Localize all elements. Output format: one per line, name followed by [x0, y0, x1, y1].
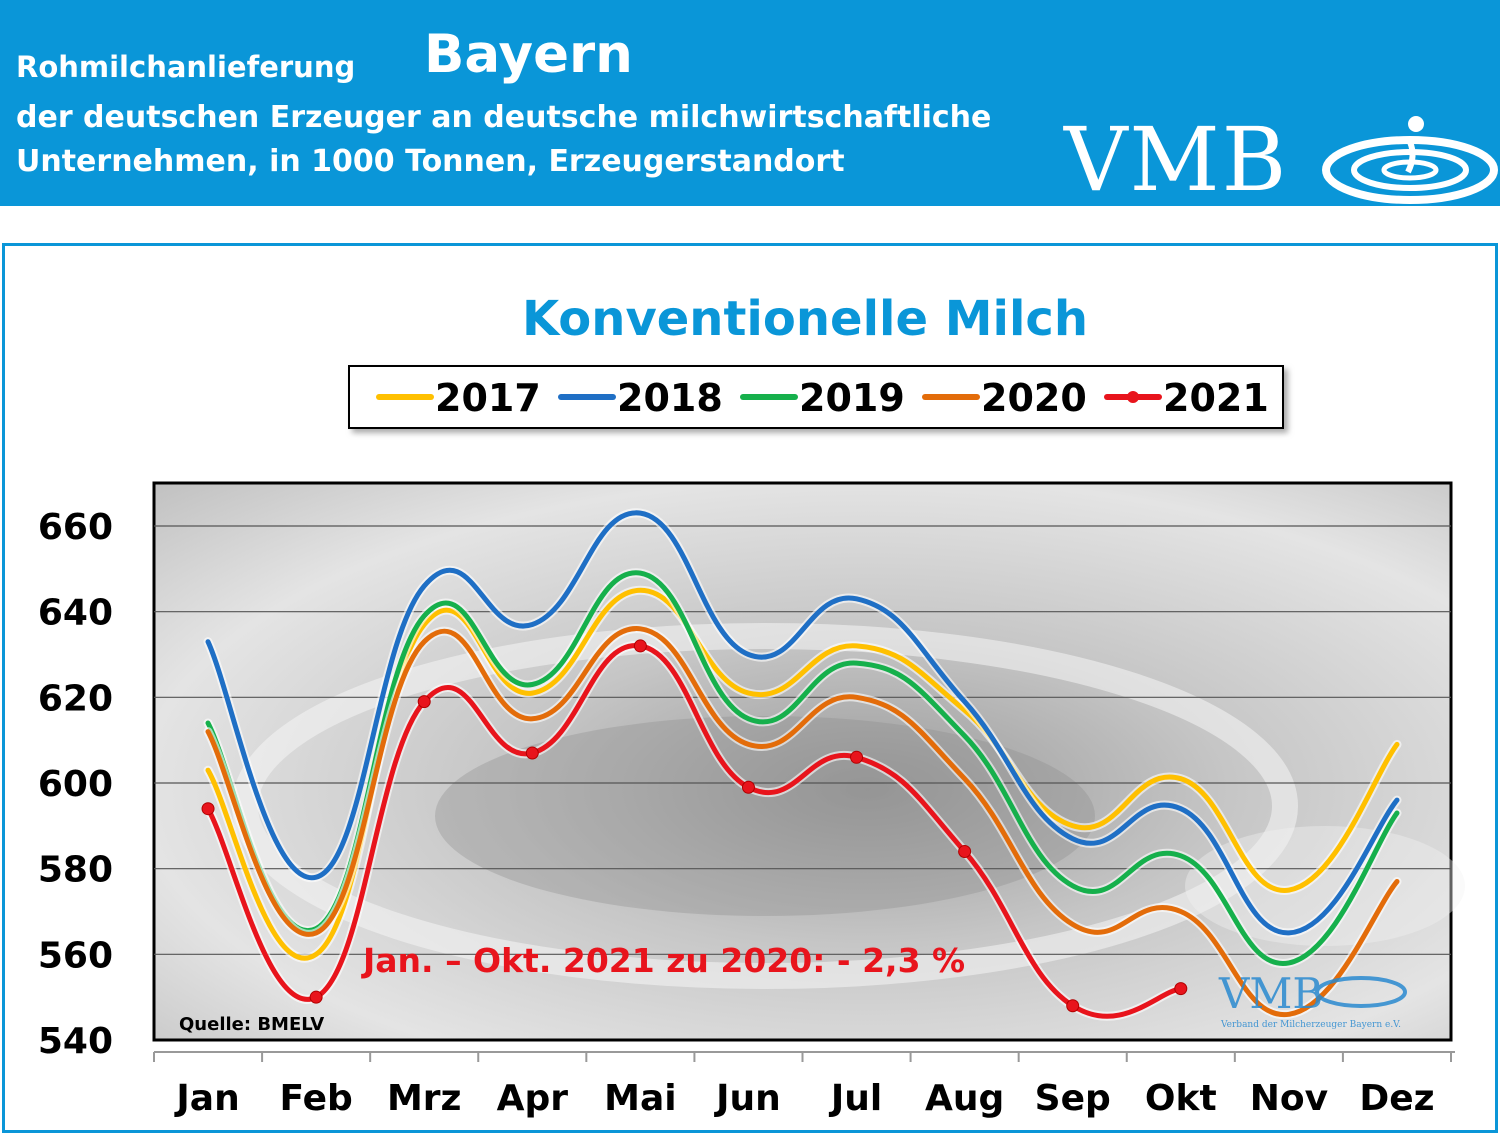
series-2021-point [417, 695, 431, 709]
x-tick-label: Okt [1145, 1078, 1217, 1119]
x-tick-label: Feb [279, 1078, 352, 1119]
x-tick-label: Apr [497, 1078, 569, 1119]
legend-label-2018: 2018 [617, 376, 723, 420]
x-tick-label: Mai [604, 1078, 676, 1119]
header-banner: Rohmilchanlieferung Bayern der deutschen… [0, 0, 1500, 211]
series-2021-point [741, 780, 755, 794]
x-tick-label: Jan [173, 1078, 239, 1119]
y-tick-label: 660 [38, 507, 113, 548]
vmb-watermark: VMB Verband der Milcherzeuger Bayern e.V… [1218, 969, 1407, 1030]
x-tick-label: Dez [1359, 1078, 1434, 1119]
y-tick-label: 620 [38, 678, 113, 719]
y-tick-label: 600 [38, 764, 113, 805]
header-description-line2: Unternehmen, in 1000 Tonnen, Erzeugersta… [16, 144, 845, 179]
series-2021-point [850, 750, 864, 764]
chart-title: Konventionelle Milch [522, 291, 1088, 347]
x-tick-label: Sep [1035, 1078, 1111, 1119]
legend-label-2019: 2019 [799, 376, 905, 420]
watermark-logo: VMB [1218, 969, 1323, 1018]
x-tick-label: Mrz [387, 1078, 462, 1119]
legend-marker-2021 [1127, 391, 1139, 403]
header-region: Bayern [424, 24, 633, 85]
legend: 2017 2018 2019 2020 2021 [348, 365, 1284, 429]
series-2021-point [633, 639, 647, 653]
y-tick-label: 580 [38, 850, 113, 891]
watermark-caption: Verband der Milcherzeuger Bayern e.V. [1220, 1020, 1401, 1030]
series-2021-line [205, 643, 1184, 1019]
y-tick-label: 540 [38, 1021, 113, 1062]
header-subject: Rohmilchanlieferung [16, 50, 356, 84]
milk-splash-center [435, 716, 1095, 916]
y-tick-label: 560 [38, 935, 113, 976]
chart: Konventionelle Milch 2017 2018 2019 2020 202… [38, 291, 1465, 1119]
series-2021-point [525, 746, 539, 760]
legend-label-2021: 2021 [1163, 376, 1269, 420]
annotation-change: Jan. – Okt. 2021 zu 2020: - 2,3 % [361, 941, 965, 980]
x-tick-label: Jul [828, 1078, 882, 1119]
series-2021-point [1174, 982, 1188, 996]
legend-label-2017: 2017 [435, 376, 541, 420]
milk-splash-ring [232, 623, 1298, 989]
y-tick-label: 640 [38, 593, 113, 634]
x-tick-label: Jun [713, 1078, 781, 1119]
series-2021-point [958, 845, 972, 859]
vmb-logo-text: VMB [1064, 108, 1289, 211]
watermark-drop-icon [1315, 976, 1407, 1008]
source-note: Quelle: BMELV [179, 1014, 324, 1035]
milk-splash-right [1185, 826, 1465, 946]
legend-label-2020: 2020 [981, 376, 1087, 420]
x-tick-label: Nov [1250, 1078, 1328, 1119]
x-tick-label: Aug [925, 1078, 1004, 1119]
chart-panel: Konventionelle Milch 2017 2018 2019 2020 202… [2, 243, 1498, 1133]
series-2021-point [1066, 999, 1080, 1013]
series-2020-line [205, 626, 1400, 1017]
series-2021-point [309, 990, 323, 1004]
header-description-line1: der deutschen Erzeuger an deutsche milch… [16, 100, 992, 135]
milk-drop-logo-icon [1322, 116, 1498, 204]
series-2021-point [201, 802, 215, 816]
series-2018-line [205, 510, 1400, 936]
